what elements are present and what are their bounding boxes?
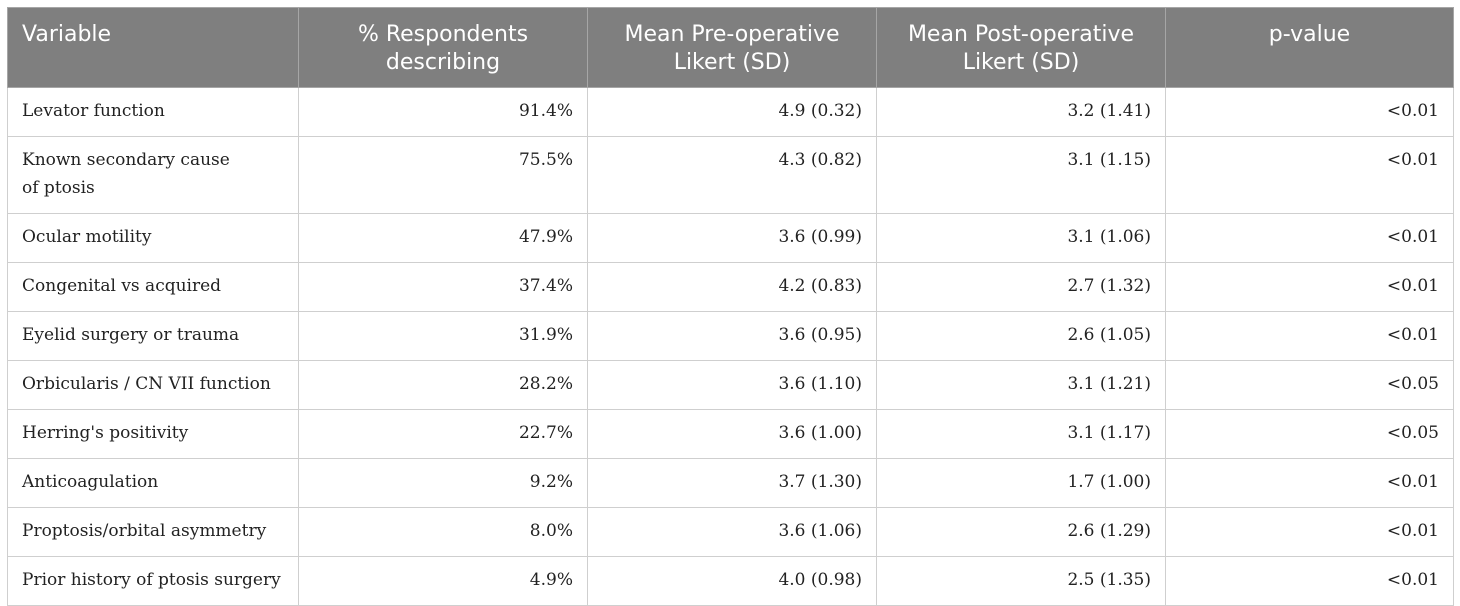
cell-pre-op: 3.7 (1.30) <box>587 458 877 508</box>
cell-variable: Anticoagulation <box>7 458 299 508</box>
cell-respondents: 37.4% <box>298 262 588 312</box>
table-row: Known secondary cause of ptosis 75.5% 4.… <box>7 136 1454 214</box>
header-pre-op-label: Mean Pre-operative Likert (SD) <box>624 22 840 75</box>
cell-pre-op: 4.9 (0.32) <box>587 87 877 137</box>
cell-pre-op: 3.6 (0.95) <box>587 311 877 361</box>
data-table: Variable % Respondents describing Mean P… <box>7 7 1454 606</box>
table-row: Eyelid surgery or trauma 31.9% 3.6 (0.95… <box>7 311 1454 361</box>
cell-variable: Ocular motility <box>7 213 299 263</box>
cell-variable: Eyelid surgery or trauma <box>7 311 299 361</box>
cell-variable: Prior history of ptosis surgery <box>7 556 299 606</box>
table-header: Variable % Respondents describing Mean P… <box>7 7 1454 88</box>
cell-p-value: <0.01 <box>1165 262 1454 312</box>
cell-pre-op: 3.6 (1.06) <box>587 507 877 557</box>
header-post-op-label: Mean Post-operative Likert (SD) <box>907 22 1135 75</box>
cell-respondents: 31.9% <box>298 311 588 361</box>
table-row: Ocular motility 47.9% 3.6 (0.99) 3.1 (1.… <box>7 213 1454 263</box>
cell-pre-op: 3.6 (1.10) <box>587 360 877 410</box>
table-row: Prior history of ptosis surgery 4.9% 4.0… <box>7 556 1454 606</box>
cell-respondents: 28.2% <box>298 360 588 410</box>
cell-variable: Levator function <box>7 87 299 137</box>
table-body: Levator function 91.4% 4.9 (0.32) 3.2 (1… <box>7 87 1454 606</box>
cell-variable: Proptosis/orbital asymmetry <box>7 507 299 557</box>
header-respondents: % Respondents describing <box>298 7 588 88</box>
cell-p-value: <0.01 <box>1165 556 1454 606</box>
cell-pre-op: 4.3 (0.82) <box>587 136 877 214</box>
cell-respondents: 75.5% <box>298 136 588 214</box>
cell-respondents: 47.9% <box>298 213 588 263</box>
cell-post-op: 2.5 (1.35) <box>876 556 1166 606</box>
cell-p-value: <0.01 <box>1165 213 1454 263</box>
header-variable-label: Variable <box>22 22 112 47</box>
table-container: Variable % Respondents describing Mean P… <box>7 7 1454 606</box>
header-respondents-label: % Respondents describing <box>357 22 529 75</box>
cell-post-op: 3.1 (1.15) <box>876 136 1166 214</box>
cell-post-op: 2.7 (1.32) <box>876 262 1166 312</box>
cell-variable: Known secondary cause of ptosis <box>7 136 299 214</box>
cell-pre-op: 4.2 (0.83) <box>587 262 877 312</box>
cell-pre-op: 3.6 (1.00) <box>587 409 877 459</box>
header-row: Variable % Respondents describing Mean P… <box>7 7 1454 88</box>
cell-p-value: <0.01 <box>1165 507 1454 557</box>
cell-post-op: 3.2 (1.41) <box>876 87 1166 137</box>
cell-pre-op: 3.6 (0.99) <box>587 213 877 263</box>
cell-post-op: 3.1 (1.21) <box>876 360 1166 410</box>
cell-respondents: 4.9% <box>298 556 588 606</box>
cell-p-value: <0.01 <box>1165 87 1454 137</box>
cell-p-value: <0.01 <box>1165 458 1454 508</box>
cell-post-op: 1.7 (1.00) <box>876 458 1166 508</box>
cell-variable: Herring's positivity <box>7 409 299 459</box>
table-row: Levator function 91.4% 4.9 (0.32) 3.2 (1… <box>7 87 1454 137</box>
table-row: Proptosis/orbital asymmetry 8.0% 3.6 (1.… <box>7 507 1454 557</box>
cell-respondents: 8.0% <box>298 507 588 557</box>
cell-p-value: <0.01 <box>1165 136 1454 214</box>
cell-respondents: 91.4% <box>298 87 588 137</box>
table-row: Herring's positivity 22.7% 3.6 (1.00) 3.… <box>7 409 1454 459</box>
header-p-value-label: p-value <box>1268 22 1351 47</box>
cell-respondents: 9.2% <box>298 458 588 508</box>
cell-variable: Orbicularis / CN VII function <box>7 360 299 410</box>
cell-post-op: 2.6 (1.29) <box>876 507 1166 557</box>
header-post-op: Mean Post-operative Likert (SD) <box>876 7 1166 88</box>
cell-variable: Congenital vs acquired <box>7 262 299 312</box>
table-row: Anticoagulation 9.2% 3.7 (1.30) 1.7 (1.0… <box>7 458 1454 508</box>
cell-respondents: 22.7% <box>298 409 588 459</box>
header-p-value: p-value <box>1165 7 1454 88</box>
table-row: Congenital vs acquired 37.4% 4.2 (0.83) … <box>7 262 1454 312</box>
cell-p-value: <0.05 <box>1165 409 1454 459</box>
header-pre-op: Mean Pre-operative Likert (SD) <box>587 7 877 88</box>
cell-post-op: 2.6 (1.05) <box>876 311 1166 361</box>
header-variable: Variable <box>7 7 299 88</box>
cell-post-op: 3.1 (1.06) <box>876 213 1166 263</box>
cell-p-value: <0.05 <box>1165 360 1454 410</box>
cell-p-value: <0.01 <box>1165 311 1454 361</box>
cell-post-op: 3.1 (1.17) <box>876 409 1166 459</box>
cell-pre-op: 4.0 (0.98) <box>587 556 877 606</box>
table-row: Orbicularis / CN VII function 28.2% 3.6 … <box>7 360 1454 410</box>
